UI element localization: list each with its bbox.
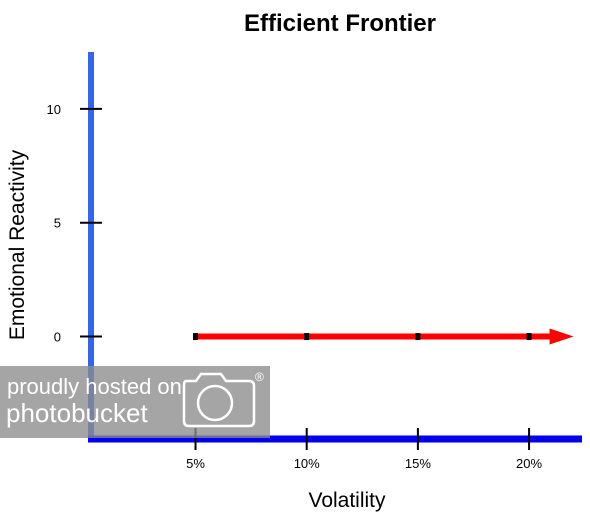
x-tick-label: 20% — [516, 456, 542, 471]
series-point — [304, 333, 310, 341]
x-tick-label: 15% — [405, 456, 431, 471]
photobucket-watermark: proudly hosted on photobucket ® — [0, 366, 270, 438]
chart-title: Efficient Frontier — [244, 10, 436, 37]
watermark-registered: ® — [255, 370, 264, 384]
series — [193, 328, 574, 345]
y-tick-label: 5 — [54, 216, 61, 231]
watermark-line1: proudly hosted on — [7, 374, 182, 399]
x-axis-label: Volatility — [308, 489, 386, 512]
series-point — [526, 333, 532, 341]
series-arrowhead — [549, 328, 574, 345]
y-tick-label: 0 — [54, 330, 61, 345]
y-tick-label: 10 — [47, 102, 61, 117]
watermark-line2: photobucket — [6, 398, 148, 428]
ticks: 0 5 10 5% 10% 15% 20% — [47, 102, 543, 471]
x-tick-label: 10% — [294, 456, 320, 471]
x-tick-label: 5% — [186, 456, 205, 471]
series-point — [193, 333, 199, 341]
series-point — [415, 333, 421, 341]
y-axis-label: Emotional Reactivity — [6, 149, 29, 340]
camera-icon — [182, 372, 256, 428]
